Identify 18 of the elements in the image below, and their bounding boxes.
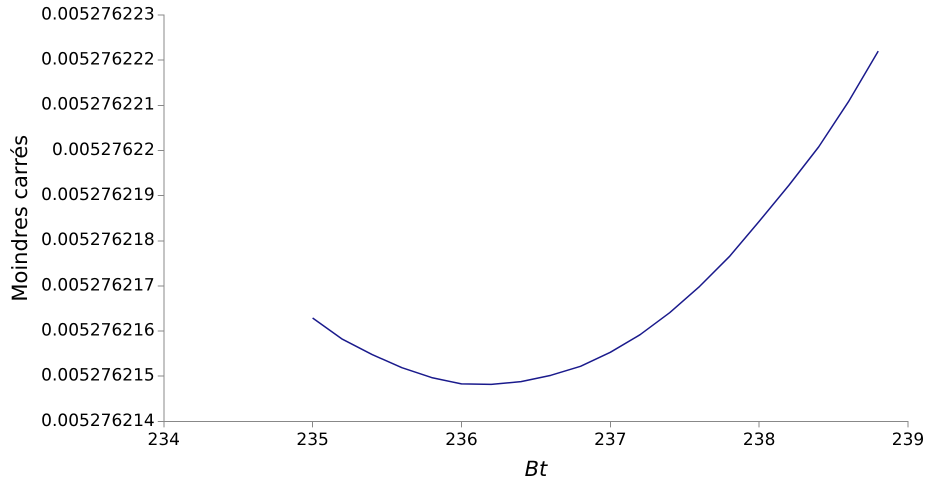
y-tick-label: 0.005276216 <box>41 320 155 341</box>
y-tick-label: 0.005276219 <box>41 185 155 206</box>
y-tick-label: 0.005276223 <box>41 4 155 24</box>
y-tick-label: 0.005276221 <box>41 94 155 115</box>
x-axis-title: Bt <box>524 456 548 481</box>
x-tick-label: 238 <box>742 430 776 450</box>
y-tick-label: 0.005276222 <box>41 50 155 70</box>
y-tick-label: 0.00527622 <box>52 140 155 160</box>
x-tick-label: 234 <box>148 430 180 450</box>
y-tick-label: 0.005276215 <box>41 366 155 386</box>
x-tick-label: 237 <box>594 430 627 450</box>
x-tick-label: 239 <box>892 430 924 450</box>
x-tick-label: 235 <box>296 430 329 450</box>
y-tick-label: 0.005276217 <box>41 275 155 296</box>
y-tick-label: 0.005276218 <box>41 230 155 250</box>
x-tick-label: 236 <box>445 430 478 450</box>
y-axis-title: Moindres carrés <box>8 134 32 302</box>
y-tick-label: 0.005276214 <box>41 410 155 431</box>
